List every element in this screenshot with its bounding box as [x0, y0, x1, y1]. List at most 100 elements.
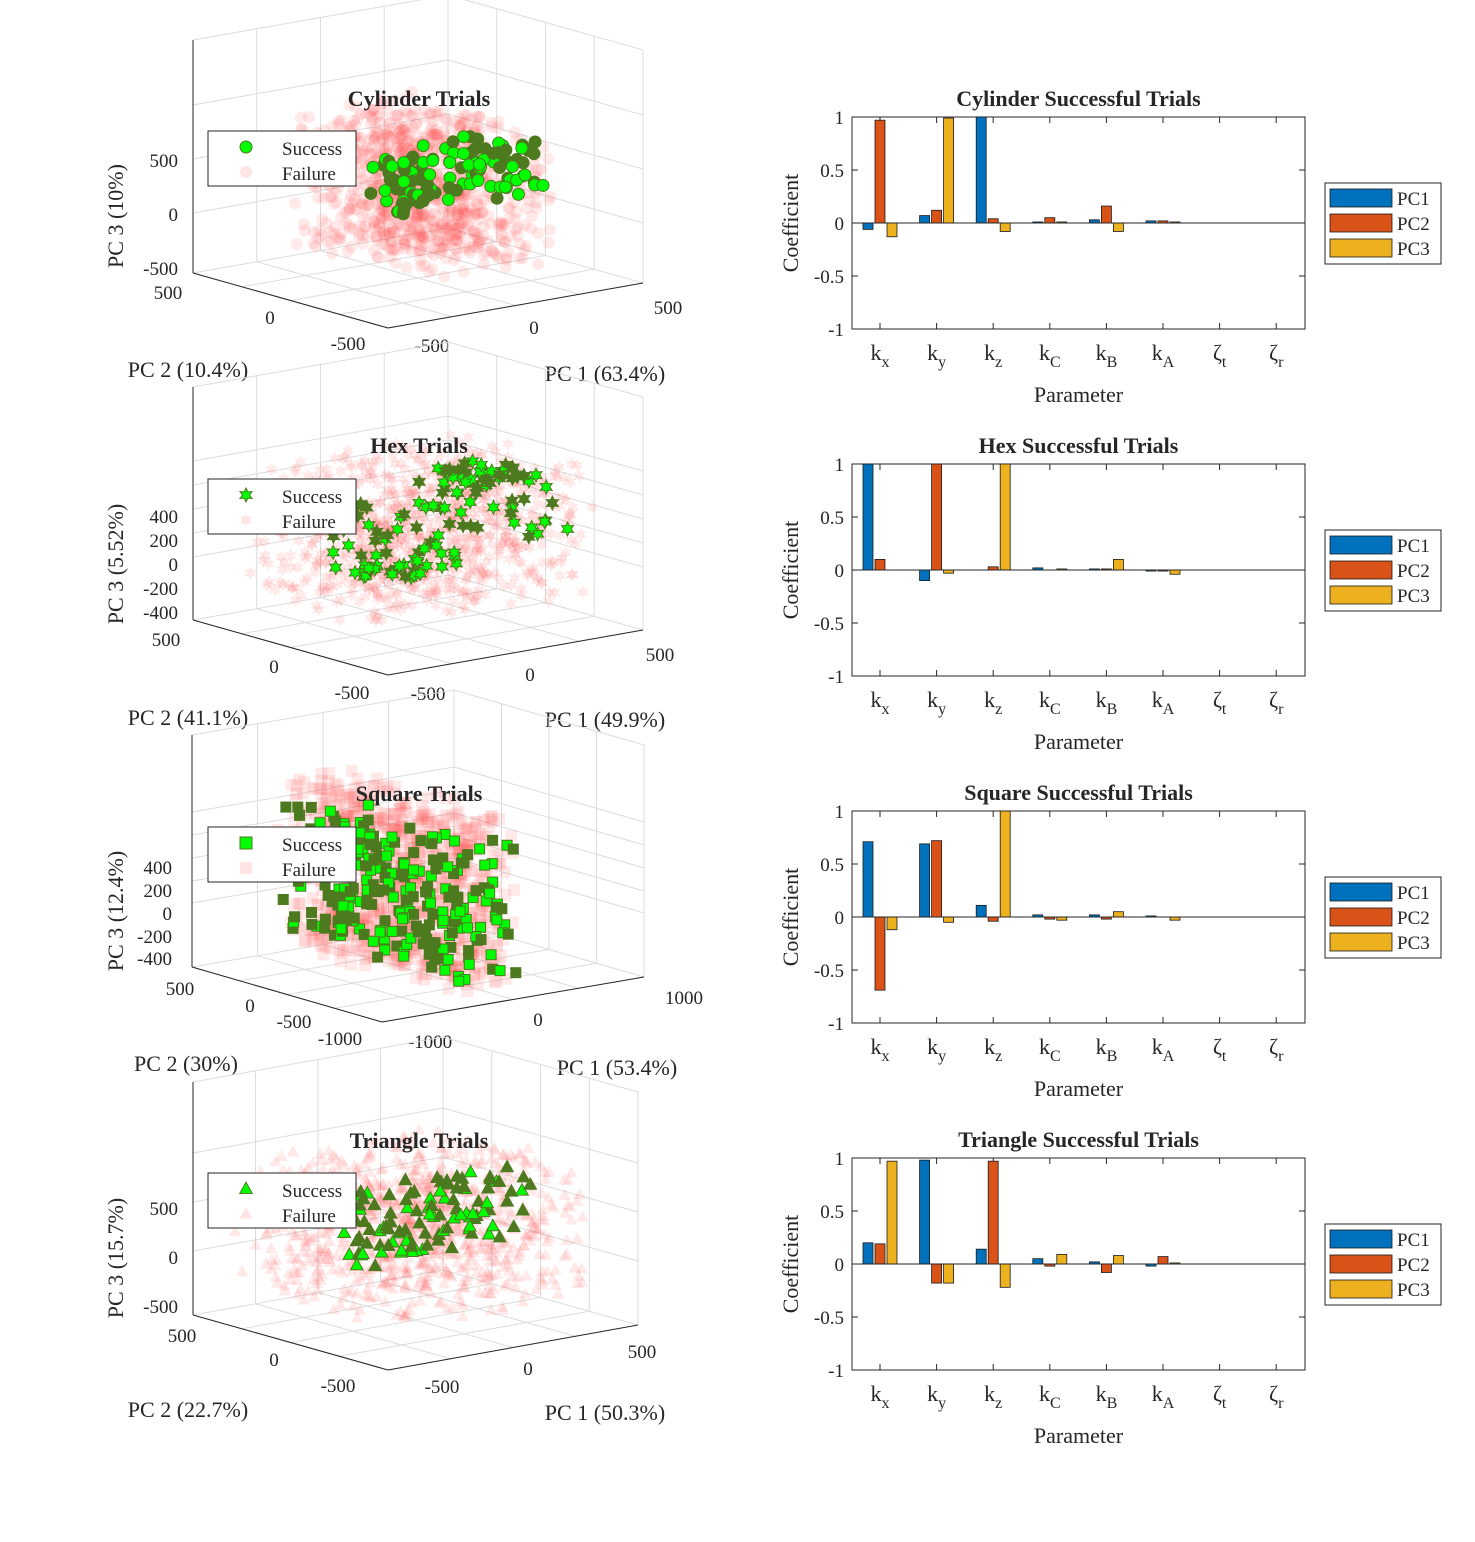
failure-point — [320, 545, 333, 560]
failure-point — [324, 942, 337, 955]
success-point — [475, 934, 487, 946]
x-tick-label: -500 — [425, 1377, 460, 1398]
failure-point — [400, 477, 413, 491]
failure-point — [386, 223, 399, 236]
legend-label-pc3: PC3 — [1397, 586, 1430, 607]
failure-point — [389, 225, 402, 238]
failure-point — [476, 573, 489, 588]
z-tick-label: -500 — [143, 259, 178, 280]
failure-point — [480, 246, 493, 259]
failure-point — [515, 486, 527, 501]
gridline — [241, 1283, 492, 1330]
failure-point — [469, 816, 482, 829]
failure-point — [445, 122, 458, 135]
failure-point — [456, 217, 469, 230]
failure-point — [370, 517, 382, 531]
failure-point — [314, 463, 327, 477]
failure-point — [520, 240, 533, 253]
x-tick-label: kA — [1152, 1034, 1175, 1065]
success-point — [361, 560, 376, 577]
failure-point — [391, 585, 404, 599]
failure-point — [400, 807, 413, 820]
failure-point — [333, 944, 346, 957]
legend-label-pc2: PC2 — [1397, 1255, 1430, 1276]
failure-point — [471, 119, 484, 132]
bar-pc3 — [999, 810, 1011, 918]
failure-point — [513, 252, 526, 265]
failure-point — [334, 464, 347, 479]
success-point — [385, 159, 399, 173]
failure-point — [530, 573, 543, 588]
failure-point — [494, 478, 507, 493]
failure-point — [473, 476, 486, 491]
failure-point — [376, 820, 389, 833]
x-tick-label: kC — [1039, 1381, 1061, 1412]
failure-point — [368, 579, 380, 593]
failure-point — [457, 930, 470, 943]
failure-point — [526, 508, 539, 522]
failure-point — [415, 812, 428, 825]
failure-point — [492, 519, 505, 534]
failure-point — [498, 235, 511, 248]
failure-point — [440, 237, 453, 250]
failure-point — [355, 193, 368, 206]
failure-point — [479, 492, 492, 507]
failure-point — [385, 482, 398, 496]
failure-point — [537, 487, 550, 501]
failure-point — [470, 110, 483, 123]
x-tick-label: kx — [871, 340, 890, 371]
success-point — [380, 527, 395, 544]
z-tick-label: -400 — [143, 603, 178, 624]
failure-point — [462, 219, 475, 232]
failure-point — [473, 236, 486, 249]
failure-point — [427, 467, 440, 481]
failure-point — [368, 221, 381, 234]
failure-point — [343, 202, 356, 215]
failure-point — [373, 495, 386, 510]
failure-point — [527, 158, 540, 171]
failure-point — [289, 197, 302, 210]
legend-swatch-pc3 — [1329, 238, 1393, 258]
failure-point — [483, 821, 496, 834]
y-axis-label: Coefficient — [778, 521, 803, 620]
legend-failure-label: Failure — [282, 860, 336, 881]
failure-point — [485, 1248, 499, 1260]
failure-point — [479, 485, 492, 500]
failure-point — [372, 1190, 386, 1203]
gridline — [380, 1280, 576, 1337]
failure-point — [429, 105, 442, 118]
failure-point — [492, 218, 505, 231]
failure-point — [413, 233, 426, 246]
legend-failure-label: Failure — [282, 1206, 336, 1227]
failure-point — [437, 206, 450, 219]
failure-point — [297, 1224, 311, 1237]
x-axis-label: Parameter — [1034, 729, 1124, 754]
failure-point — [348, 576, 361, 590]
failure-point — [430, 124, 443, 137]
failure-point — [460, 500, 473, 515]
failure-point — [566, 500, 579, 515]
failure-point — [467, 225, 480, 238]
failure-point — [336, 545, 349, 560]
failure-point — [426, 219, 439, 232]
failure-point — [362, 537, 375, 551]
failure-point — [333, 234, 346, 247]
success-point — [319, 922, 331, 934]
failure-point — [479, 514, 492, 529]
x-tick-label: ζr — [1269, 1381, 1284, 1412]
success-point — [521, 528, 536, 545]
failure-point — [264, 1262, 278, 1274]
failure-point — [345, 587, 358, 602]
failure-point — [345, 457, 357, 472]
failure-point — [382, 601, 395, 616]
failure-point — [384, 227, 397, 240]
gridline — [290, 1297, 541, 1343]
legend-failure-marker — [240, 862, 252, 874]
failure-point — [434, 242, 447, 255]
failure-point — [485, 116, 498, 129]
failure-point — [393, 218, 406, 231]
bar-pc3 — [999, 222, 1011, 232]
success-point — [277, 893, 289, 905]
failure-point — [363, 147, 376, 160]
